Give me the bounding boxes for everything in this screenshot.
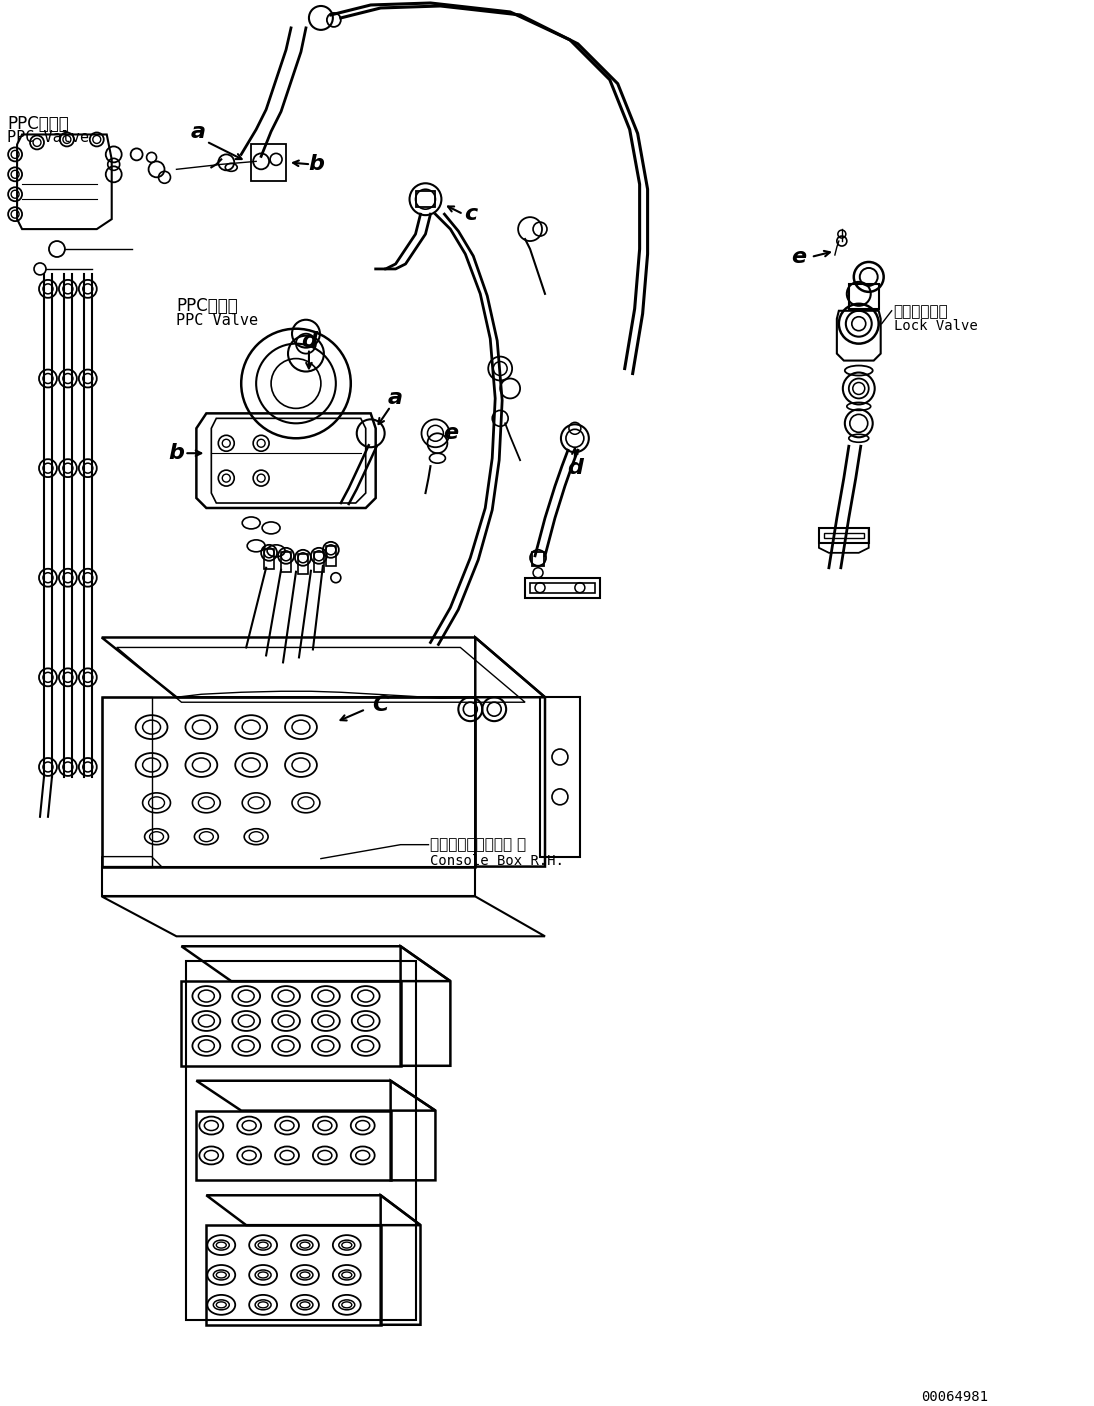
Bar: [281, 551, 291, 572]
Text: d: d: [567, 458, 583, 478]
Text: a: a: [190, 122, 206, 142]
Text: b: b: [309, 155, 324, 174]
Text: b: b: [168, 443, 185, 463]
Bar: [326, 546, 336, 565]
Text: ロックバルブ: ロックバルブ: [894, 304, 948, 319]
Bar: [540, 697, 580, 856]
Bar: [849, 284, 878, 309]
Bar: [525, 578, 600, 598]
Text: PPC Valve: PPC Valve: [8, 131, 90, 145]
Text: e: e: [443, 423, 458, 443]
Text: コンソールボックス 右: コンソールボックス 右: [430, 837, 526, 852]
Text: Console Box R.H.: Console Box R.H.: [430, 853, 565, 868]
Text: e: e: [791, 247, 806, 267]
Text: Lock Valve: Lock Valve: [894, 319, 977, 333]
Text: C: C: [372, 695, 388, 716]
Bar: [532, 551, 544, 565]
Bar: [416, 191, 435, 207]
Text: PPC Valve: PPC Valve: [176, 312, 258, 328]
Text: 00064981: 00064981: [921, 1389, 988, 1403]
Bar: [298, 554, 307, 574]
Text: c: c: [464, 204, 477, 224]
Text: PPCバルブ: PPCバルブ: [176, 297, 238, 315]
Bar: [264, 548, 275, 569]
Text: d: d: [301, 330, 317, 350]
Bar: [819, 527, 869, 543]
Bar: [186, 962, 416, 1320]
Text: a: a: [388, 388, 403, 408]
Text: PPCバルブ: PPCバルブ: [8, 114, 69, 132]
Bar: [314, 551, 324, 572]
Bar: [824, 533, 864, 538]
Bar: [531, 582, 595, 593]
